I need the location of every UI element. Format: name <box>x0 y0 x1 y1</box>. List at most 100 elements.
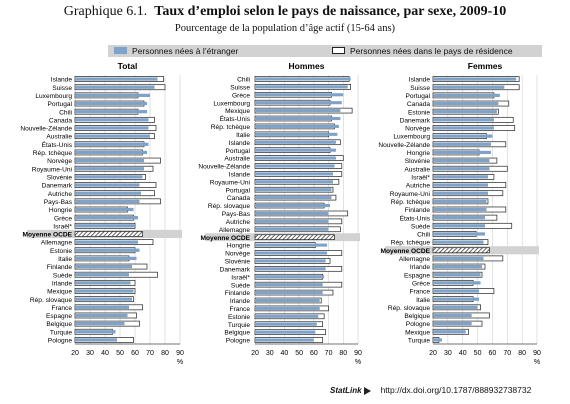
bar-foreign <box>75 85 155 89</box>
category-label: Pays-Bas <box>222 211 251 218</box>
category-label: Mexique <box>47 289 72 296</box>
bar-foreign <box>75 321 125 326</box>
category-label: États-Unis <box>400 213 431 222</box>
charts-svg: TotalIslandeSuisseLuxembourgPortugalChil… <box>20 61 541 366</box>
category-label: Slovénie <box>405 158 431 165</box>
bar-foreign <box>255 291 323 295</box>
category-label: Slovénie <box>225 259 251 266</box>
category-label: Rép. tchèque <box>391 199 431 206</box>
category-label: Rép. slovaque <box>388 305 430 312</box>
bar-foreign <box>255 306 320 310</box>
bar-foreign <box>433 158 490 163</box>
bar-foreign <box>75 101 147 106</box>
bar-foreign <box>433 93 500 98</box>
category-label: Australie <box>224 156 250 163</box>
bar-foreign <box>255 101 342 105</box>
category-label: Irlande <box>230 298 250 305</box>
bar-foreign <box>433 126 494 130</box>
unit-label: % <box>534 359 540 366</box>
bar-foreign <box>433 134 493 138</box>
category-label: États-Unis <box>220 114 251 123</box>
category-label: Portugal <box>225 187 250 194</box>
bar-foreign <box>75 175 143 179</box>
category-label: Islande <box>229 140 251 147</box>
category-label: Luxembourg <box>35 93 72 100</box>
category-label: Hongrie <box>227 243 250 250</box>
bar-foreign <box>255 156 336 160</box>
bar-foreign <box>75 191 141 195</box>
bar-average <box>74 231 143 237</box>
bar-foreign <box>75 281 131 285</box>
category-label: Royaume-Uni <box>32 166 73 173</box>
bar-foreign <box>75 313 128 318</box>
bar-foreign <box>75 240 138 244</box>
category-label: Suède <box>411 223 430 230</box>
category-label: Norvège <box>47 158 72 165</box>
bar-foreign <box>75 110 147 114</box>
category-label: Suède <box>231 282 250 289</box>
tick-label: 50 <box>295 350 303 357</box>
bar-foreign <box>255 93 344 97</box>
tick-label: 60 <box>489 350 497 357</box>
category-label: Irlande <box>410 264 430 271</box>
category-label: Autriche <box>48 191 73 198</box>
category-label: Royaume-Uni <box>390 191 431 198</box>
bar-foreign <box>75 330 116 334</box>
bar-foreign <box>255 283 323 287</box>
bar-foreign <box>433 338 442 342</box>
category-label: Luxembourg <box>213 100 250 107</box>
bar-foreign <box>433 232 485 236</box>
figure-title: Graphique 6.1. Taux d’emploi selon le pa… <box>0 4 570 20</box>
category-label: Rép. slovaque <box>30 297 72 304</box>
tick-label: 40 <box>459 350 467 357</box>
bar-foreign <box>433 264 483 269</box>
category-label: Suède <box>53 272 72 279</box>
tick-label: 20 <box>251 350 259 357</box>
bar-foreign <box>255 275 325 279</box>
bar-foreign <box>255 338 314 342</box>
bar-foreign <box>255 164 335 168</box>
bar-foreign <box>433 175 488 179</box>
category-label: Autriche <box>406 183 431 190</box>
category-label: Chili <box>59 109 72 116</box>
tick-label: 30 <box>444 350 452 357</box>
bar-foreign <box>255 180 333 184</box>
category-label: Turquie <box>408 338 430 345</box>
bar-foreign <box>255 227 329 231</box>
category-label: Turquie <box>228 322 250 329</box>
tick-label: 80 <box>161 350 169 357</box>
tick-label: 50 <box>474 350 482 357</box>
bar-foreign <box>75 183 140 187</box>
bar-foreign <box>255 243 328 247</box>
bar-foreign <box>433 297 480 301</box>
bar-foreign <box>433 150 491 155</box>
category-label: Nouvelle-Zélande <box>20 126 72 133</box>
bar-foreign <box>433 256 484 261</box>
tick-label: 20 <box>71 350 79 357</box>
bar-foreign <box>75 305 129 309</box>
legend-label-native: Personnes nées dans le pays de résidence <box>350 46 513 56</box>
tick-label: 70 <box>503 350 511 357</box>
category-label: Italie <box>58 256 72 263</box>
category-label: Portugal <box>225 148 250 155</box>
bar-foreign <box>255 251 328 255</box>
bar-foreign <box>433 305 478 309</box>
bar-foreign <box>255 203 331 208</box>
category-label: Slovénie <box>47 174 73 181</box>
bar-foreign <box>75 216 138 220</box>
category-label: Rép. slovaque <box>208 203 250 210</box>
panel-title: Hommes <box>289 61 325 71</box>
statlink-url[interactable]: http://dx.doi.org/10.1787/888932738732 <box>380 385 532 395</box>
category-label: Chili <box>237 77 250 84</box>
tick-label: 60 <box>310 350 318 357</box>
category-label: Portugal <box>47 101 72 108</box>
panel-title: Femmes <box>468 61 503 71</box>
category-label: Grèce <box>232 92 250 99</box>
category-label: Israël* <box>411 174 430 181</box>
bar-foreign <box>75 77 158 81</box>
bar-foreign <box>255 109 341 113</box>
bar-foreign <box>255 259 326 263</box>
category-label: Hongrie <box>407 150 430 157</box>
bar-foreign <box>433 167 490 171</box>
bar-foreign <box>75 142 149 146</box>
